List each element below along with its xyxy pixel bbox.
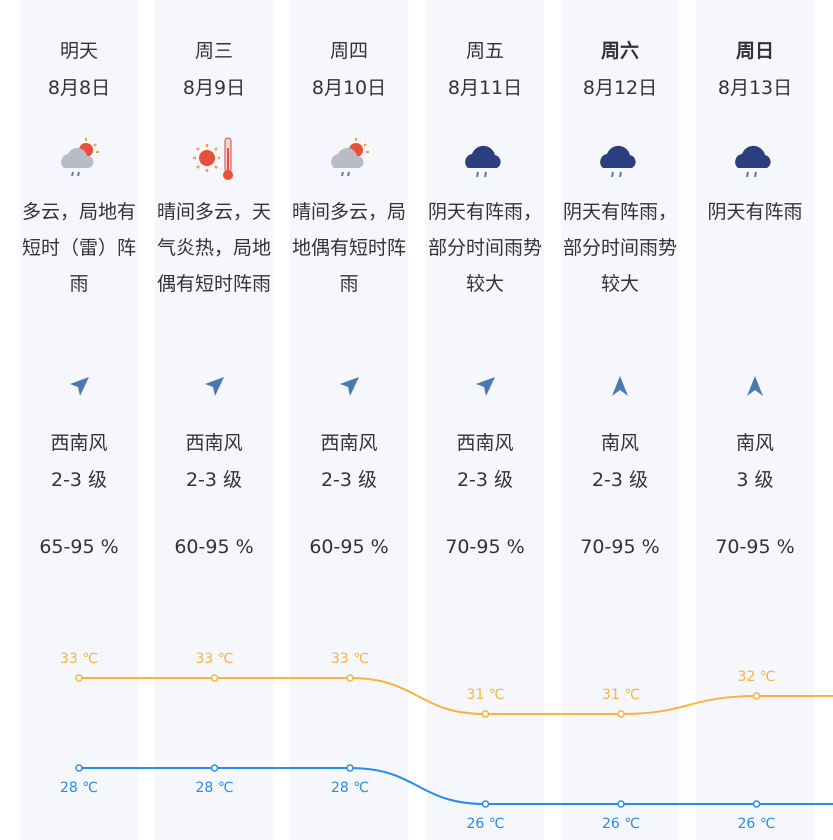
weather-text: 阴天有阵雨 (707, 201, 803, 223)
humidity: 70-95 % (445, 536, 525, 558)
temperature-label: 32 ℃ (738, 669, 776, 685)
day-column: 周六 8月12日 阴天有阵雨，部分时间雨势较大 南风 2-3 级 70-95 % (561, 0, 679, 840)
temperature-label: 31 ℃ (602, 687, 640, 703)
date: 8月13日 (717, 77, 793, 99)
wind-direction: 南风 (735, 432, 774, 454)
wind-level: 2-3 级 (185, 469, 243, 491)
temperature-point (75, 764, 83, 772)
temperature-line (78, 766, 833, 806)
temperature-point (210, 764, 219, 772)
day-name: 明天 (59, 40, 98, 62)
temperature-point (752, 692, 761, 700)
date: 8月12日 (582, 77, 658, 99)
day-column: 周日 8月13日 阴天有阵雨 南风 3 级 70-95 % (696, 0, 814, 840)
day-column: 明天 8月8日 多云，局地有短时（雷）阵雨 西南风 2-3 级 65-95 % (20, 0, 138, 840)
weather-text: 多云，局地有短时（雷）阵雨 (22, 201, 137, 295)
wind-level: 2-3 级 (591, 469, 649, 491)
wind-level: 3 级 (736, 469, 774, 491)
wind-direction: 西南风 (320, 432, 378, 454)
temperature-label: 26 ℃ (738, 816, 776, 832)
wind-direction: 西南风 (185, 432, 243, 454)
temperature-point (481, 710, 490, 718)
day-name: 周三 (194, 40, 233, 62)
day-name: 周日 (735, 40, 774, 62)
wind-direction: 西南风 (50, 432, 108, 454)
weather-text: 阴天有阵雨，部分时间雨势较大 (563, 201, 678, 295)
date: 8月8日 (47, 77, 111, 99)
temperature-label: 33 ℃ (196, 651, 234, 667)
humidity: 60-95 % (174, 536, 254, 558)
humidity: 70-95 % (580, 536, 660, 558)
humidity: 60-95 % (309, 536, 389, 558)
weather-text: 阴天有阵雨，部分时间雨势较大 (428, 201, 543, 295)
temperature-point (617, 710, 625, 718)
wind-level: 2-3 级 (320, 469, 378, 491)
day-name: 周六 (600, 40, 639, 62)
day-name: 周五 (465, 40, 504, 62)
humidity: 70-95 % (715, 536, 795, 558)
temperature-point (210, 674, 219, 682)
humidity: 65-95 % (39, 536, 119, 558)
temperature-point (481, 800, 490, 808)
weather-text: 晴间多云，天气炎热，局地偶有短时阵雨 (157, 201, 272, 295)
date: 8月10日 (311, 77, 387, 99)
day-column: 周五 8月11日 阴天有阵雨，部分时间雨势较大 西南风 2-3 级 70-95 … (426, 0, 544, 840)
day-column: 周三 8月9日 晴间多云，天气炎热，局地偶有短时阵雨 西南风 2-3 级 60-… (155, 0, 273, 840)
temperature-label: 31 ℃ (467, 687, 505, 703)
temperature-point (346, 674, 354, 682)
temperature-label: 28 ℃ (196, 780, 234, 796)
temperature-label: 26 ℃ (467, 816, 505, 832)
temperature-line (79, 676, 833, 716)
wind-level: 2-3 级 (50, 469, 108, 491)
wind-direction: 西南风 (456, 432, 514, 454)
temperature-point (75, 674, 83, 682)
day-name: 周四 (329, 40, 368, 62)
wind-level: 2-3 级 (456, 469, 514, 491)
wind-direction: 南风 (600, 432, 639, 454)
temperature-point (617, 800, 625, 808)
date: 8月11日 (447, 77, 523, 99)
temperature-point (346, 764, 354, 772)
temperature-point (752, 800, 761, 808)
temperature-label: 26 ℃ (602, 816, 640, 832)
day-column: 周四 8月10日 晴间多云，局地偶有短时阵雨 西南风 2-3 级 60-95 % (290, 0, 408, 840)
temperature-label: 33 ℃ (331, 651, 369, 667)
temperature-label: 28 ℃ (331, 780, 369, 796)
temperature-label: 28 ℃ (60, 780, 98, 796)
temperature-label: 33 ℃ (60, 651, 98, 667)
weather-text: 晴间多云，局地偶有短时阵雨 (292, 201, 407, 295)
date: 8月9日 (182, 77, 246, 99)
